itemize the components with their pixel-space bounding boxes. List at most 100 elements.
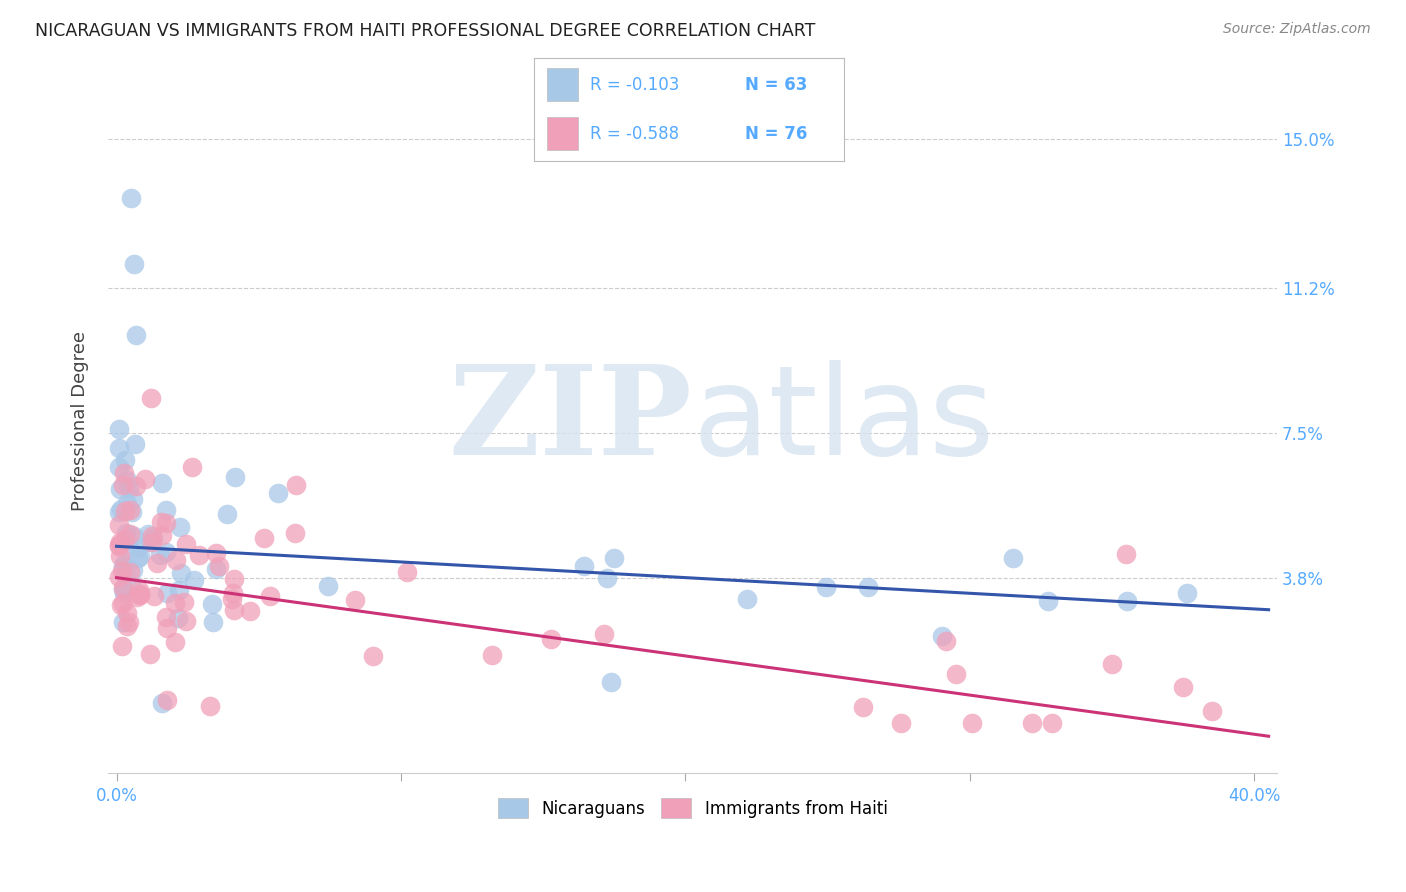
Point bbox=[253, 531, 276, 545]
Point bbox=[852, 699, 875, 714]
Point bbox=[945, 667, 967, 681]
Point bbox=[129, 549, 152, 563]
Point bbox=[960, 715, 983, 730]
Point bbox=[205, 546, 228, 560]
Point bbox=[127, 550, 149, 565]
Text: ZIP: ZIP bbox=[449, 360, 693, 482]
Point bbox=[156, 621, 179, 635]
Point bbox=[128, 583, 150, 598]
Point bbox=[112, 582, 135, 597]
Point bbox=[155, 503, 177, 517]
Bar bbox=[547, 69, 578, 101]
Point bbox=[124, 479, 146, 493]
Point bbox=[114, 532, 136, 546]
Point bbox=[344, 593, 367, 607]
Point bbox=[931, 629, 953, 643]
Point bbox=[108, 535, 131, 549]
Point bbox=[111, 639, 134, 653]
Point bbox=[142, 531, 165, 545]
Point bbox=[284, 526, 307, 541]
Point bbox=[150, 475, 173, 490]
Point bbox=[208, 559, 231, 574]
Point bbox=[181, 460, 204, 475]
Point bbox=[1038, 594, 1060, 608]
Point bbox=[118, 502, 141, 516]
Point bbox=[540, 632, 562, 647]
Point bbox=[156, 586, 179, 600]
Text: N = 63: N = 63 bbox=[745, 76, 807, 94]
Point bbox=[169, 582, 191, 597]
Point bbox=[120, 579, 142, 593]
Point bbox=[138, 647, 160, 661]
Point bbox=[108, 505, 131, 519]
Y-axis label: Professional Degree: Professional Degree bbox=[72, 331, 89, 511]
Point bbox=[1040, 715, 1063, 730]
Point bbox=[284, 478, 307, 492]
Point bbox=[221, 591, 243, 606]
Point bbox=[108, 570, 131, 584]
Point bbox=[603, 551, 626, 566]
Point bbox=[127, 590, 149, 604]
Point bbox=[183, 573, 205, 587]
Point bbox=[124, 437, 146, 451]
Point bbox=[129, 587, 152, 601]
Point bbox=[114, 467, 136, 481]
Point bbox=[145, 556, 167, 570]
Point bbox=[205, 562, 228, 576]
Point bbox=[108, 459, 131, 474]
Text: R = -0.103: R = -0.103 bbox=[591, 76, 679, 94]
Point bbox=[122, 563, 145, 577]
Point bbox=[108, 517, 131, 532]
Point bbox=[112, 586, 135, 600]
Point bbox=[215, 507, 238, 521]
Point bbox=[110, 599, 132, 613]
Point bbox=[114, 504, 136, 518]
Point bbox=[127, 541, 149, 555]
Point bbox=[935, 634, 957, 648]
Point bbox=[108, 549, 131, 564]
Point bbox=[187, 549, 209, 563]
Point bbox=[201, 615, 224, 629]
Point bbox=[110, 482, 132, 496]
Point bbox=[166, 611, 188, 625]
Point bbox=[114, 567, 136, 582]
Point bbox=[735, 591, 758, 606]
Point bbox=[110, 502, 132, 516]
Point bbox=[115, 526, 138, 541]
Point bbox=[856, 580, 879, 594]
Point bbox=[155, 516, 177, 530]
Point bbox=[815, 580, 838, 594]
Point bbox=[117, 606, 139, 620]
Point bbox=[115, 619, 138, 633]
Point bbox=[174, 537, 197, 551]
Point bbox=[155, 545, 177, 559]
Text: atlas: atlas bbox=[693, 360, 994, 482]
Point bbox=[120, 191, 142, 205]
Text: R = -0.588: R = -0.588 bbox=[591, 125, 679, 143]
Point bbox=[122, 492, 145, 507]
Point bbox=[1175, 586, 1198, 600]
Point bbox=[114, 453, 136, 467]
Bar bbox=[547, 118, 578, 150]
Point bbox=[224, 602, 246, 616]
Point bbox=[112, 615, 135, 629]
Text: Source: ZipAtlas.com: Source: ZipAtlas.com bbox=[1223, 22, 1371, 37]
Point bbox=[129, 588, 152, 602]
Point bbox=[108, 539, 131, 553]
Point bbox=[142, 589, 165, 603]
Point bbox=[141, 535, 163, 549]
Point bbox=[595, 571, 617, 585]
Point bbox=[1115, 594, 1137, 608]
Point bbox=[198, 698, 221, 713]
Point bbox=[117, 539, 139, 553]
Point bbox=[222, 586, 245, 600]
Point bbox=[259, 589, 281, 603]
Point bbox=[173, 594, 195, 608]
Point bbox=[112, 477, 135, 491]
Point bbox=[170, 566, 193, 580]
Point bbox=[112, 559, 135, 574]
Point bbox=[108, 441, 131, 455]
Point bbox=[481, 648, 503, 662]
Point bbox=[150, 515, 173, 529]
Point bbox=[122, 257, 145, 271]
